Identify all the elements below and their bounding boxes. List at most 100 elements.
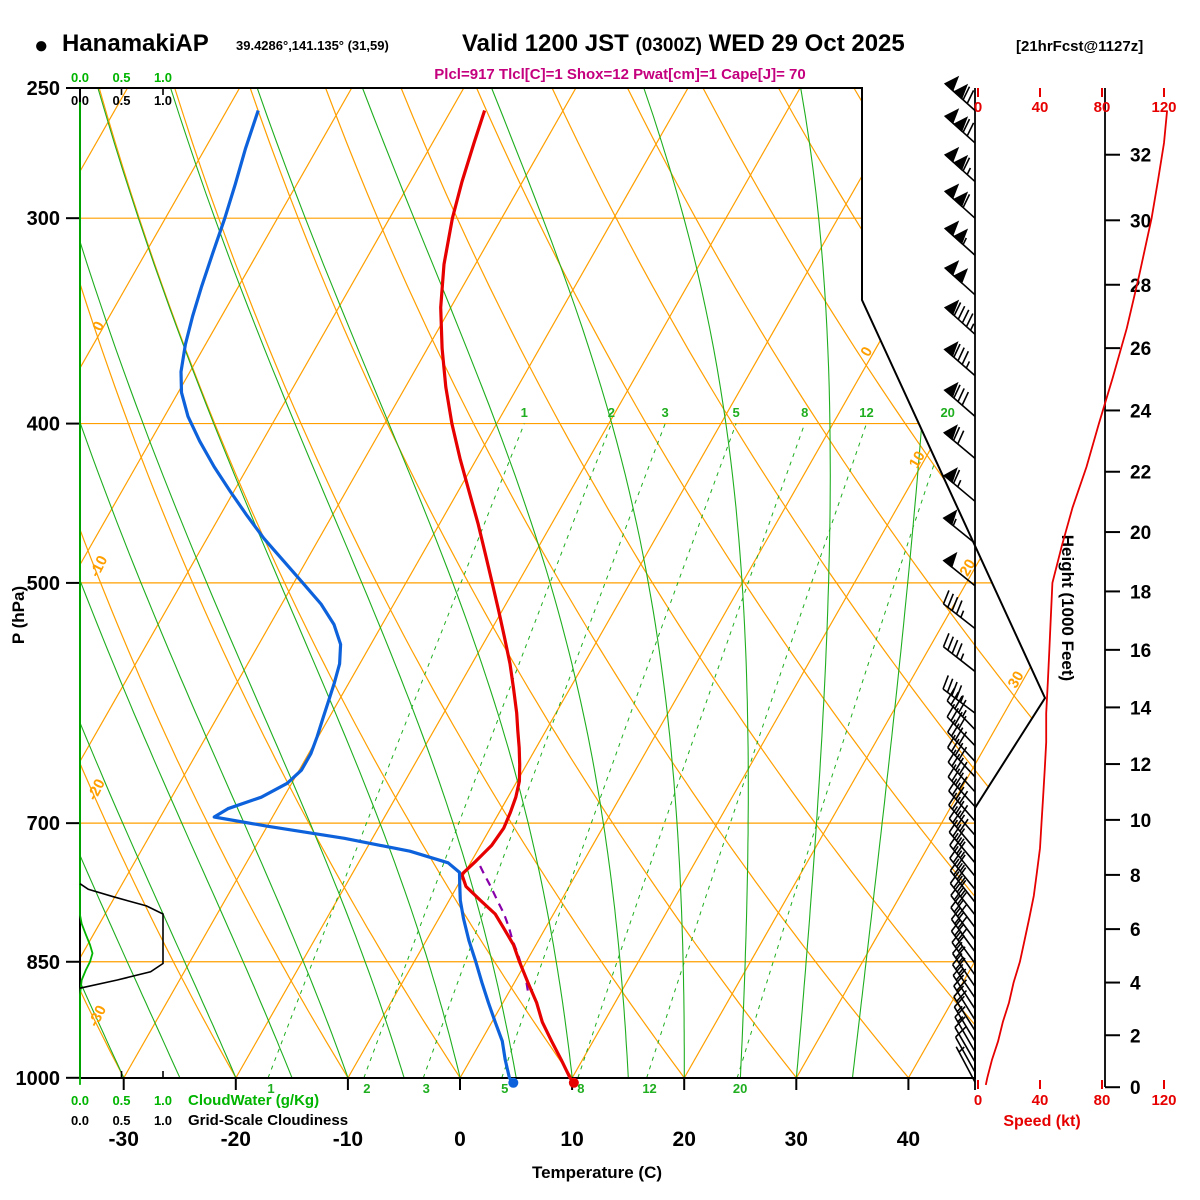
cloud-scales: 0.0 0.0 0.0 0.0 0.5 0.5 0.5 0.5 1.0 1.0 1.0 1.0 Clou… <box>71 70 348 1129</box>
height-tick-label: 16 <box>1130 641 1151 662</box>
mixing-ratio-label-bottom: 3 <box>423 1081 430 1096</box>
cloudwater-scale-bottom: 0.0 <box>71 1093 89 1108</box>
cloudwater-scale-top: 0.0 <box>71 70 89 85</box>
height-tick-label: 2 <box>1130 1026 1141 1047</box>
valid-time-date: WED 29 Oct 2025 <box>708 30 905 57</box>
temp-axis-title: Temperature (C) <box>532 1163 662 1182</box>
temp-tick-label: 40 <box>897 1128 920 1151</box>
cloudiness-scale-top: 0.5 <box>112 93 130 108</box>
cloudiness-scale-top: 0.0 <box>71 93 89 108</box>
speed-tick-label-bottom: 80 <box>1094 1092 1111 1109</box>
cloudiness-scale-bottom: 0.0 <box>71 1113 89 1128</box>
mixing-ratio-label-bottom: 1 <box>267 1081 274 1096</box>
isotherm-label: 10 <box>906 448 929 471</box>
pressure-axis-title: P (hPa) <box>9 586 28 644</box>
temp-tick-label: -20 <box>221 1128 251 1151</box>
pressure-tick-label: 500 <box>27 573 60 595</box>
dewpoint-trace <box>179 109 519 1088</box>
isotherm-label: 0 <box>857 344 876 360</box>
valid-time-z: (0300Z) <box>635 35 702 56</box>
mixing-ratio-label-top: 2 <box>608 405 615 420</box>
mixing-ratio-label-bottom: 2 <box>363 1081 370 1096</box>
station-coords: 39.4286°,141.135° (31,59) <box>236 38 389 53</box>
mixing-ratio-label-bottom: 8 <box>577 1081 584 1096</box>
speed-tick-label-bottom: 0 <box>974 1092 982 1109</box>
cloudwater-scale-bottom: 0.5 <box>112 1093 130 1108</box>
height-tick-label: 28 <box>1130 276 1151 297</box>
speed-axis-title: Speed (kt) <box>1003 1113 1080 1130</box>
height-tick-label: 22 <box>1130 463 1151 484</box>
height-tick-label: 14 <box>1130 698 1152 719</box>
temp-tick-label: 30 <box>785 1128 808 1151</box>
plot-frame <box>79 87 1047 1090</box>
height-tick-label: 0 <box>1130 1078 1141 1099</box>
height-tick-label: 18 <box>1130 582 1151 603</box>
pressure-tick-label: 300 <box>27 208 60 230</box>
stability-params: Plcl=917 Tlcl[C]=1 Shox=12 Pwat[cm]=1 Ca… <box>434 66 806 83</box>
mixing-ratio-label-top: 1 <box>521 405 528 420</box>
height-tick-label: 20 <box>1130 523 1151 544</box>
height-tick-label: 4 <box>1130 974 1141 995</box>
speed-tick-label-bottom: 120 <box>1151 1092 1176 1109</box>
isotherm-label: 20 <box>956 556 979 579</box>
cloudwater-scale-top: 1.0 <box>154 70 172 85</box>
height-tick-label: 6 <box>1130 920 1141 941</box>
pressure-tick-label: 400 <box>27 414 60 436</box>
cloudwater-scale-top: 0.5 <box>112 70 130 85</box>
height-tick-label: 32 <box>1130 146 1151 167</box>
mixing-ratio-label-bottom: 12 <box>642 1081 656 1096</box>
mixing-ratio-label-top: 3 <box>662 405 669 420</box>
speed-tick-label-top: 80 <box>1094 99 1111 116</box>
height-tick-label: 12 <box>1130 755 1151 776</box>
temp-tick-label: -30 <box>109 1128 139 1151</box>
mixing-ratio-label-top: 8 <box>801 405 808 420</box>
speed-tick-label-bottom: 40 <box>1032 1092 1049 1109</box>
dry-adiabat-label: 0 <box>89 319 108 334</box>
temp-tick-label: 0 <box>454 1128 466 1151</box>
cloudiness-scale-bottom: 1.0 <box>154 1113 172 1128</box>
height-axis-title: Height (1000 Feet) <box>1058 535 1077 681</box>
height-tick-label: 26 <box>1130 339 1151 360</box>
speed-profile <box>984 110 1168 1086</box>
mixing-ratio-label-top: 5 <box>733 405 740 420</box>
cloudwater-profile <box>79 102 94 1085</box>
cloudwater-scale-bottom: 1.0 <box>154 1093 172 1108</box>
temp-tick-label: -10 <box>333 1128 363 1151</box>
station-bullet-icon: ● <box>34 32 49 59</box>
cloudiness-scale-bottom: 0.5 <box>112 1113 130 1128</box>
mixing-ratio-label-bottom: 20 <box>733 1081 747 1096</box>
pressure-tick-label: 700 <box>27 813 60 835</box>
height-tick-label: 10 <box>1130 811 1151 832</box>
speed-tick-label-top: 120 <box>1151 99 1176 116</box>
temperature-trace <box>439 110 579 1088</box>
wind-barbs <box>942 75 976 1083</box>
pressure-tick-label: 250 <box>27 78 60 100</box>
height-tick-label: 8 <box>1130 866 1141 887</box>
mixing-ratio-label-bottom: 5 <box>501 1081 508 1096</box>
mixing-ratio-label-top: 20 <box>940 405 954 420</box>
temperature-axis: -30 -20 -10 0 10 20 30 40 Temperature (C) <box>109 1078 920 1182</box>
cloudiness-scale-top: 1.0 <box>154 93 172 108</box>
dry-adiabat-label: -30 <box>85 1003 110 1030</box>
speed-tick-label-top: 0 <box>974 99 982 116</box>
temp-tick-label: 10 <box>560 1128 583 1151</box>
cloudiness-label: Grid-Scale Cloudiness <box>188 1112 348 1129</box>
speed-tick-label-top: 40 <box>1032 99 1049 116</box>
cloudwater-label: CloudWater (g/Kg) <box>188 1092 319 1109</box>
temp-tick-label: 20 <box>673 1128 696 1151</box>
isotherm-label: 30 <box>1005 668 1028 691</box>
thermo-grid <box>80 88 1045 1078</box>
pressure-tick-label: 850 <box>27 952 60 974</box>
cloudiness-profile <box>79 883 164 989</box>
valid-time-main: Valid 1200 JST <box>462 30 629 57</box>
forecast-tag: [21hrFcst@1127z] <box>1016 38 1144 55</box>
station-name: HanamakiAP <box>62 30 209 57</box>
pressure-axis: 250 300 400 500 700 850 1000 P (hPa) <box>9 78 80 1090</box>
valid-time: Valid 1200 JST (0300Z) WED 29 Oct 2025 <box>462 30 905 58</box>
pressure-tick-label: 1000 <box>16 1068 61 1090</box>
